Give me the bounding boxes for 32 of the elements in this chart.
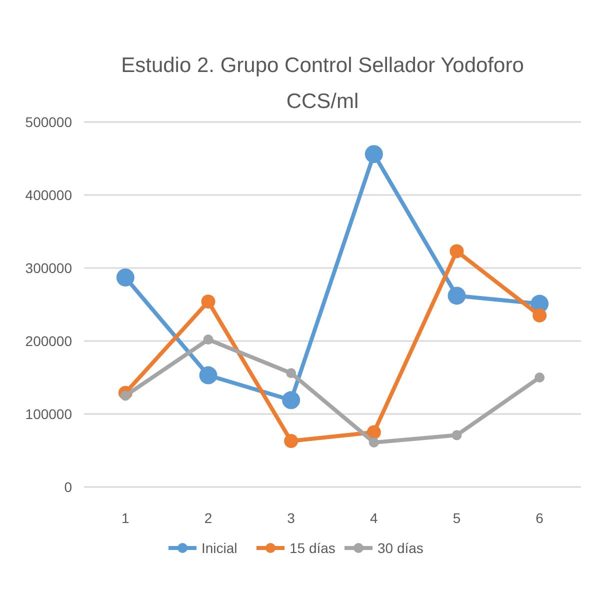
y-tick-label: 300000 — [25, 260, 72, 276]
x-tick-label: 5 — [452, 510, 461, 526]
x-tick-label: 1 — [122, 510, 130, 526]
legend-label: 30 días — [378, 540, 424, 556]
point — [534, 372, 545, 382]
point — [366, 425, 381, 440]
point — [201, 294, 216, 309]
legend-label: 15 días — [290, 540, 336, 556]
legend-label: Inicial — [202, 540, 238, 556]
point — [284, 434, 298, 448]
point — [364, 145, 383, 164]
x-tick-label: 4 — [370, 510, 378, 526]
point — [448, 286, 466, 305]
point — [452, 430, 462, 440]
y-tick-label: 500000 — [25, 114, 72, 130]
point — [203, 334, 214, 345]
point — [282, 391, 300, 410]
point — [450, 244, 464, 258]
y-tick-label: 0 — [64, 478, 72, 495]
x-tick-label: 6 — [536, 510, 544, 526]
x-tick-label: 2 — [204, 510, 212, 526]
y-tick-label: 100000 — [25, 406, 72, 422]
y-tick-label: 400000 — [25, 186, 72, 203]
point — [116, 268, 134, 286]
chart-title: Estudio 2. Grupo Control Sellador Yodoforo — [121, 54, 524, 77]
point — [368, 437, 379, 448]
y-tick-label: 200000 — [25, 332, 72, 349]
chart-subtitle: CCS/ml — [286, 90, 359, 113]
point — [286, 368, 296, 378]
x-tick-label: 3 — [287, 510, 296, 526]
point — [532, 308, 547, 322]
point — [199, 366, 218, 384]
